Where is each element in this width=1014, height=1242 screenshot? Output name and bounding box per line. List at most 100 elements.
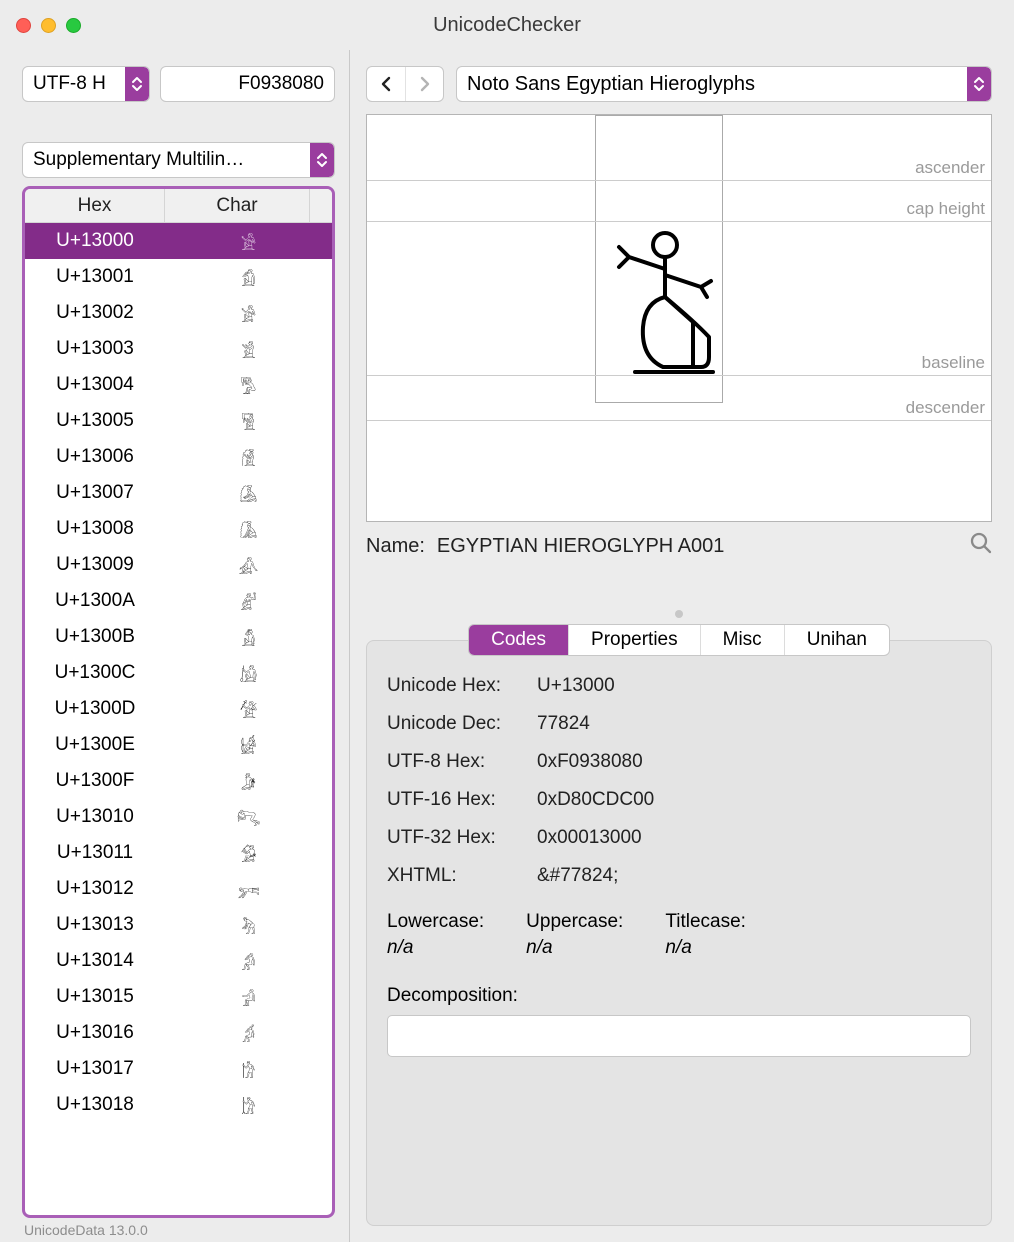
table-row[interactable]: U+13000𓀀 [25,223,332,259]
table-row[interactable]: U+13009𓀉 [25,547,332,583]
unicode-data-version: UnicodeData 13.0.0 [22,1218,335,1238]
table-row[interactable]: U+13001𓀁 [25,259,332,295]
table-row[interactable]: U+13017𓀗 [25,1051,332,1087]
column-header-hex[interactable]: Hex [25,189,165,222]
cell-hex: U+13002 [25,302,165,324]
cell-hex: U+13014 [25,950,165,972]
table-row[interactable]: U+13014𓀔 [25,943,332,979]
details-panel: Unicode Hex:U+13000Unicode Dec:77824UTF-… [366,640,992,1226]
table-body[interactable]: U+13000𓀀U+13001𓀁U+13002𓀂U+13003𓀃U+13004𓀄… [25,223,332,1215]
table-row[interactable]: U+13006𓀆 [25,439,332,475]
cell-hex: U+1300C [25,662,165,684]
table-row[interactable]: U+13008𓀈 [25,511,332,547]
code-value: 0x00013000 [537,827,971,849]
tab-properties[interactable]: Properties [569,625,701,655]
table-row[interactable]: U+1300C𓀌 [25,655,332,691]
font-select[interactable]: Noto Sans Egyptian Hieroglyphs [456,66,992,102]
table-row[interactable]: U+1300B𓀋 [25,619,332,655]
cell-hex: U+13016 [25,1022,165,1044]
cell-hex: U+1300E [25,734,165,756]
table-row[interactable]: U+13016𓀖 [25,1015,332,1051]
cell-hex: U+1300D [25,698,165,720]
table-row[interactable]: U+13004𓀄 [25,367,332,403]
metric-label: descender [906,398,985,420]
font-select-label: Noto Sans Egyptian Hieroglyphs [467,73,755,96]
close-window-button[interactable] [16,18,31,33]
block-select[interactable]: Supplementary Multilin… [22,142,335,178]
table-row[interactable]: U+13007𓀇 [25,475,332,511]
codepoint-hex-input[interactable] [160,66,335,102]
code-key: Unicode Dec: [387,713,537,735]
cell-hex: U+13003 [25,338,165,360]
titlebar: UnicodeChecker [0,0,1014,50]
table-row[interactable]: U+1300E𓀎 [25,727,332,763]
minimize-window-button[interactable] [41,18,56,33]
tab-codes[interactable]: Codes [469,625,569,655]
cell-char: 𓀘 [165,1091,332,1120]
chevron-left-icon [380,75,392,93]
cell-char: 𓀌 [165,659,332,688]
cell-char: 𓀈 [165,515,332,544]
uppercase-label: Uppercase: [526,911,623,933]
table-row[interactable]: U+13015𓀕 [25,979,332,1015]
tab-unihan[interactable]: Unihan [785,625,889,655]
encoding-select-label: UTF-8 H [33,73,106,95]
tab-misc[interactable]: Misc [701,625,785,655]
table-row[interactable]: U+13010𓀐 [25,799,332,835]
table-row[interactable]: U+1300A𓀊 [25,583,332,619]
encoding-select[interactable]: UTF-8 H [22,66,150,102]
zoom-window-button[interactable] [66,18,81,33]
cell-char: 𓀍 [165,695,332,724]
drag-handle-icon[interactable] [675,610,683,618]
cell-hex: U+13007 [25,482,165,504]
details-tabs: CodesPropertiesMiscUnihan [468,624,890,656]
code-value: 0xF0938080 [537,751,971,773]
glyph-preview: ascendercap heightbaselinedescender [366,114,992,522]
cell-hex: U+13011 [25,842,165,864]
chevron-updown-icon [315,151,329,169]
code-value: 77824 [537,713,971,735]
code-key: UTF-32 Hex: [387,827,537,849]
search-icon[interactable] [970,532,992,560]
table-row[interactable]: U+13012𓀒 [25,871,332,907]
metric-line [367,221,991,222]
table-row[interactable]: U+1300F𓀏 [25,763,332,799]
table-row[interactable]: U+13002𓀂 [25,295,332,331]
prev-button[interactable] [367,67,405,101]
cell-hex: U+13013 [25,914,165,936]
table-row[interactable]: U+13018𓀘 [25,1087,332,1123]
code-value: &#77824; [537,865,971,887]
chevron-right-icon [419,75,431,93]
traffic-lights [16,18,81,33]
table-row[interactable]: U+13011𓀑 [25,835,332,871]
titlecase-label: Titlecase: [665,911,746,933]
code-key: XHTML: [387,865,537,887]
decomposition-field[interactable] [387,1015,971,1057]
cell-hex: U+1300A [25,590,165,612]
cell-char: 𓀇 [165,479,332,508]
cell-char: 𓀗 [165,1055,332,1084]
chevron-updown-icon [972,75,986,93]
table-row[interactable]: U+13005𓀅 [25,403,332,439]
right-panel: Noto Sans Egyptian Hieroglyphs ascenderc… [350,50,1014,1242]
name-label: Name: [366,535,425,558]
cell-char: 𓀓 [165,911,332,940]
cell-char: 𓀎 [165,731,332,760]
table-row[interactable]: U+13003𓀃 [25,331,332,367]
metric-label: cap height [907,199,985,221]
table-row[interactable]: U+1300D𓀍 [25,691,332,727]
cell-char: 𓀖 [165,1019,332,1048]
next-button[interactable] [405,67,443,101]
cell-hex: U+13008 [25,518,165,540]
cell-char: 𓀑 [165,839,332,868]
cell-char: 𓀔 [165,947,332,976]
decomposition-label: Decomposition: [387,985,971,1007]
cell-hex: U+13012 [25,878,165,900]
cell-char: 𓀋 [165,623,332,652]
cell-hex: U+13017 [25,1058,165,1080]
code-key: UTF-16 Hex: [387,789,537,811]
titlecase-value: n/a [665,937,746,959]
column-header-char[interactable]: Char [165,189,310,222]
table-row[interactable]: U+13013𓀓 [25,907,332,943]
cell-hex: U+1300B [25,626,165,648]
